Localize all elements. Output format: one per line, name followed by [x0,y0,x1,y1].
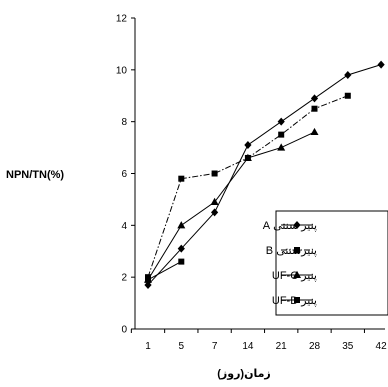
data-point [211,208,219,217]
data-point [211,170,218,177]
legend-marker [294,297,300,303]
series-line [147,261,182,281]
series-line [147,131,315,281]
x-tick-label: 35 [342,341,354,352]
legend-marker [293,221,301,229]
series-1 [144,60,385,289]
data-point [277,117,285,126]
data-point [210,197,219,206]
data-point [243,153,252,161]
y-tick-label: 8 [121,117,127,128]
y-tick-label: 0 [121,325,127,336]
series-line [147,64,382,286]
x-tick-label: 1 [145,341,151,352]
x-tick-label: 42 [376,341,388,352]
x-tick-label: 14 [242,341,254,352]
data-point [244,140,252,149]
x-axis-label: زمان(روز) [217,368,271,380]
legend-label: پنیرسنتی B [266,245,317,257]
data-point [278,131,285,138]
data-point [178,175,185,182]
series-4 [145,258,185,283]
data-point [310,94,319,103]
data-point [144,280,152,289]
y-tick-label: 2 [121,273,127,284]
x-tick-label: 7 [212,341,218,352]
y-tick-label: 12 [116,14,128,25]
data-point [344,71,352,80]
y-axis-label: NPN/TN(%) [6,169,64,181]
data-point [177,221,186,229]
legend-label: پنیر سنتی A [263,220,317,232]
legend-marker [294,247,300,253]
data-point [310,127,319,136]
data-point [178,258,185,265]
x-ticks: 1 5 7 14 21 28 35 42 [130,329,388,352]
legend: پنیر سنتی A پنیرسنتی B پنیر UF-C پنیر UF-D [263,210,388,316]
y-tick-label: 4 [121,221,127,232]
legend-label: پنیر UF-D [272,295,317,307]
data-point [311,105,318,112]
x-tick-label: 28 [309,341,321,352]
series-group [144,60,385,289]
data-point [177,244,185,253]
x-tick-label: 21 [276,341,288,352]
data-point [277,143,286,151]
y-tick-label: 10 [116,65,128,76]
legend-marker [293,270,301,278]
data-point [377,60,385,69]
x-tick-label: 5 [179,341,185,352]
y-tick-label: 6 [121,169,127,180]
y-ticks: 0 2 4 6 8 10 12 [116,14,135,336]
legend-label: پنیر UF-C [272,270,317,282]
data-point [145,276,151,283]
data-point [344,92,351,99]
